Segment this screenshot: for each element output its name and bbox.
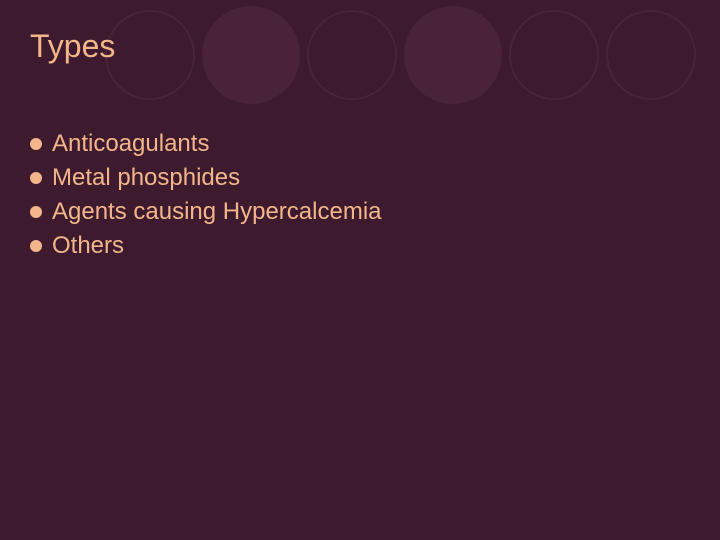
list-item: Metal phosphides	[30, 164, 382, 192]
decorative-circle	[105, 10, 195, 100]
list-item-label: Others	[52, 232, 124, 260]
list-item: Anticoagulants	[30, 130, 382, 158]
bullet-icon	[30, 240, 42, 252]
list-item: Others	[30, 232, 382, 260]
list-item: Agents causing Hypercalcemia	[30, 198, 382, 226]
list-item-label: Anticoagulants	[52, 130, 209, 158]
decorative-circle	[606, 10, 696, 100]
list-item-label: Agents causing Hypercalcemia	[52, 198, 382, 226]
list-item-label: Metal phosphides	[52, 164, 240, 192]
decorative-circle	[509, 10, 599, 100]
bullet-icon	[30, 206, 42, 218]
bullet-icon	[30, 172, 42, 184]
bullet-icon	[30, 138, 42, 150]
decorative-circle	[404, 6, 502, 104]
decorative-circle	[202, 6, 300, 104]
slide-title: Types	[30, 28, 115, 65]
bullet-list: Anticoagulants Metal phosphides Agents cau…	[30, 130, 382, 266]
decorative-circle	[307, 10, 397, 100]
